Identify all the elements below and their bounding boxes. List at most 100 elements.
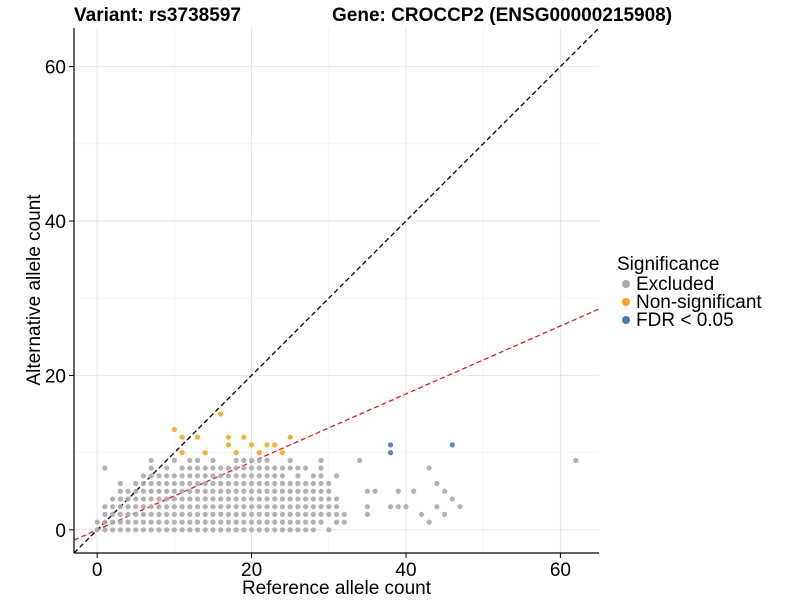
data-point-excluded xyxy=(94,527,100,533)
data-point-excluded xyxy=(117,519,123,525)
data-point-non-significant xyxy=(179,434,185,440)
data-point-excluded xyxy=(218,473,224,479)
data-point-excluded xyxy=(411,488,417,494)
data-point-excluded xyxy=(187,519,193,525)
data-point-excluded xyxy=(310,511,316,517)
data-point-excluded xyxy=(102,511,108,517)
data-point-excluded xyxy=(133,496,139,502)
data-point-excluded xyxy=(256,496,262,502)
data-point-excluded xyxy=(210,465,216,471)
data-point-non-significant xyxy=(218,411,224,417)
data-point-excluded xyxy=(248,465,255,471)
data-point-excluded xyxy=(179,511,185,517)
data-point-excluded xyxy=(326,488,332,494)
data-point-excluded xyxy=(102,504,108,510)
data-point-non-significant xyxy=(279,450,286,456)
data-point-excluded xyxy=(117,496,123,502)
data-points xyxy=(94,411,579,533)
data-point-excluded xyxy=(225,504,232,510)
data-point-excluded xyxy=(164,488,170,494)
data-point-excluded xyxy=(156,511,162,517)
data-point-excluded xyxy=(310,504,316,510)
data-point-excluded xyxy=(241,496,247,502)
data-point-excluded xyxy=(210,480,216,487)
legend-label-excluded: Excluded xyxy=(636,274,714,295)
data-point-non-significant xyxy=(248,442,255,448)
reference-lines xyxy=(74,28,599,553)
data-point-excluded xyxy=(110,519,116,525)
data-point-excluded xyxy=(295,465,301,471)
data-point-excluded xyxy=(225,480,232,487)
data-point-excluded xyxy=(117,480,123,487)
data-point-excluded xyxy=(218,480,224,487)
data-point-excluded xyxy=(295,519,301,525)
data-point-excluded xyxy=(156,488,162,494)
data-point-excluded xyxy=(194,504,201,510)
data-point-excluded xyxy=(94,519,100,525)
data-point-excluded xyxy=(210,473,216,479)
data-point-excluded xyxy=(256,457,262,463)
data-point-excluded xyxy=(140,504,147,510)
data-point-excluded xyxy=(287,465,293,471)
data-point-excluded xyxy=(303,504,309,510)
data-point-excluded xyxy=(272,480,278,487)
data-point-excluded xyxy=(140,496,147,502)
y-tick-label: 0 xyxy=(55,521,66,542)
data-point-excluded xyxy=(233,457,239,463)
data-point-non-significant xyxy=(256,450,262,456)
data-point-fdr-0-05 xyxy=(387,450,394,456)
data-point-excluded xyxy=(303,527,309,533)
data-point-excluded xyxy=(117,504,123,510)
data-point-excluded xyxy=(287,511,293,517)
data-point-excluded xyxy=(117,488,123,494)
data-point-excluded xyxy=(194,511,201,517)
data-point-excluded xyxy=(395,504,401,510)
data-point-non-significant xyxy=(202,450,208,456)
data-point-excluded xyxy=(218,488,224,494)
legend-key-fdr-0-05 xyxy=(622,316,630,324)
data-point-excluded xyxy=(187,465,193,471)
data-point-excluded xyxy=(264,480,270,487)
data-point-excluded xyxy=(303,511,309,517)
data-point-excluded xyxy=(125,519,131,525)
data-point-excluded xyxy=(194,457,201,463)
data-point-excluded xyxy=(287,488,293,494)
data-point-excluded xyxy=(133,511,139,517)
data-point-excluded xyxy=(187,488,193,494)
data-point-excluded xyxy=(256,504,262,510)
data-point-excluded xyxy=(264,504,270,510)
data-point-excluded xyxy=(171,504,177,510)
data-point-excluded xyxy=(233,511,239,517)
data-point-excluded xyxy=(241,527,247,533)
data-point-non-significant xyxy=(272,442,278,448)
data-point-excluded xyxy=(279,511,286,517)
data-point-excluded xyxy=(133,480,139,487)
data-point-excluded xyxy=(395,488,401,494)
data-point-excluded xyxy=(140,511,147,517)
data-point-excluded xyxy=(148,480,154,487)
y-tick-label: 40 xyxy=(45,212,66,233)
data-point-excluded xyxy=(303,488,309,494)
data-point-excluded xyxy=(210,496,216,502)
data-point-excluded xyxy=(333,519,340,525)
data-point-excluded xyxy=(434,480,440,487)
data-point-excluded xyxy=(264,519,270,525)
data-point-excluded xyxy=(418,511,425,517)
data-point-excluded xyxy=(225,465,232,471)
data-point-excluded xyxy=(218,504,224,510)
data-point-excluded xyxy=(125,496,131,502)
data-point-excluded xyxy=(318,457,324,463)
data-point-excluded xyxy=(194,465,201,471)
data-point-excluded xyxy=(441,511,448,517)
data-point-excluded xyxy=(179,465,185,471)
data-point-excluded xyxy=(233,488,239,494)
data-point-excluded xyxy=(202,511,208,517)
data-point-excluded xyxy=(303,465,309,471)
data-point-excluded xyxy=(125,504,131,510)
data-point-excluded xyxy=(164,527,170,533)
data-point-excluded xyxy=(179,473,185,479)
data-point-excluded xyxy=(210,519,216,525)
data-point-excluded xyxy=(210,527,216,533)
data-point-excluded xyxy=(133,504,139,510)
data-point-excluded xyxy=(202,527,208,533)
